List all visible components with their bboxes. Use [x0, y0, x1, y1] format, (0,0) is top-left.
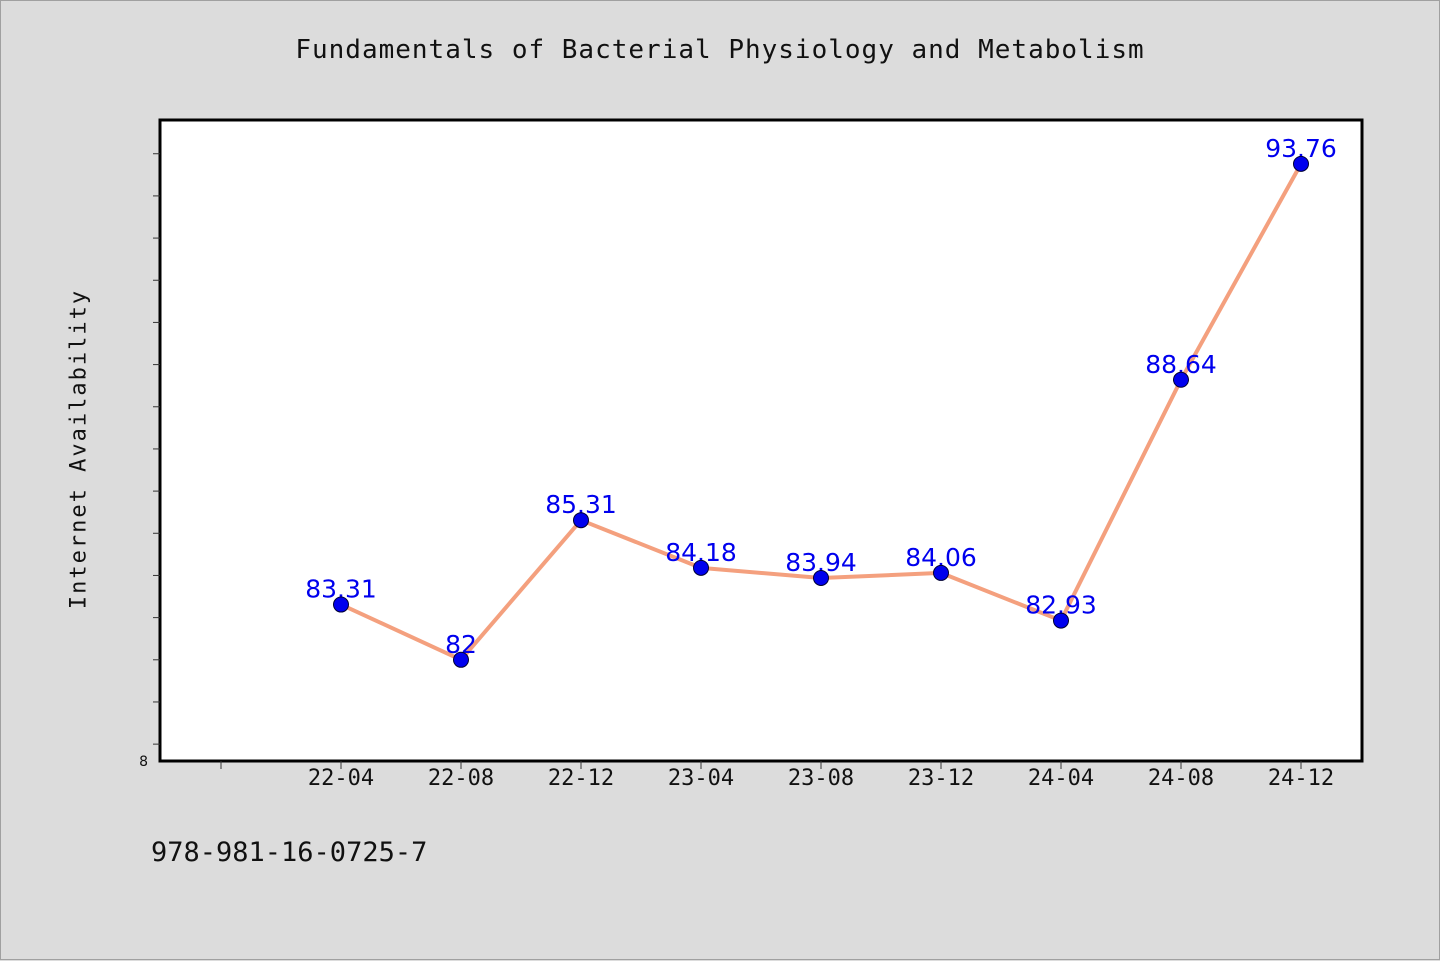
- data-point: [1173, 371, 1189, 388]
- plot-area: [158, 118, 1364, 763]
- data-point: [333, 596, 349, 613]
- data-point: [693, 559, 709, 576]
- x-tick-label: 24-08: [1148, 766, 1214, 791]
- data-point: [933, 564, 949, 581]
- x-tick-label: 23-12: [908, 766, 974, 791]
- x-tick-label: 23-04: [668, 766, 734, 791]
- x-tick-label: 22-08: [428, 766, 494, 791]
- footer-id-text: 978-981-16-0725-7: [151, 837, 428, 868]
- x-tick-label: 24-04: [1028, 766, 1094, 791]
- data-point: [1293, 155, 1309, 172]
- chart-title: Fundamentals of Bacterial Physiology and…: [295, 35, 1145, 65]
- x-tick-label: 24-12: [1268, 766, 1334, 791]
- data-point: [813, 569, 829, 586]
- data-point: [573, 512, 589, 529]
- x-tick-label: 22-04: [308, 766, 374, 791]
- data-point: [453, 651, 469, 668]
- y-tick-label: 8: [139, 754, 148, 770]
- x-tick-label: 23-08: [788, 766, 854, 791]
- x-tick-label: 22-12: [548, 766, 614, 791]
- data-point: [1053, 612, 1069, 629]
